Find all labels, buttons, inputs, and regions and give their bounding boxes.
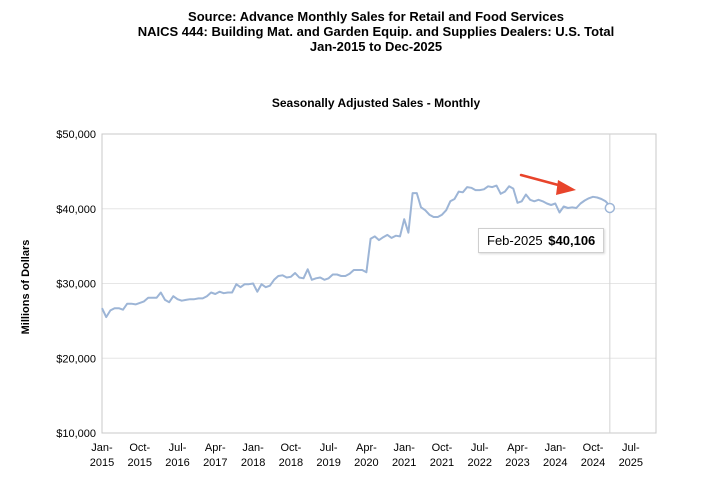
series-line	[101, 184, 615, 319]
plot-frame	[101, 133, 657, 434]
annotation-arrow-head	[556, 180, 576, 195]
x-tick-label: Jul-2025	[619, 442, 643, 469]
x-tick-label: Jan-2021	[392, 442, 416, 469]
x-tick-label: Jan-2015	[90, 442, 114, 469]
highlight-marker	[604, 202, 616, 214]
x-tick-label: Apr-2023	[505, 442, 529, 469]
x-tick-label: Oct-2015	[128, 442, 152, 469]
date-range-title: Jan-2015 to Dec-2025	[309, 39, 443, 54]
y-tick-label: $20,000	[56, 353, 96, 365]
tooltip-value: $40,106	[548, 233, 596, 248]
x-tick-label: Apr-2020	[354, 442, 378, 469]
data-tooltip: Feb-2025 $40,106	[478, 228, 605, 253]
x-tick-label: Jul-2019	[316, 442, 340, 469]
x-tick-label: Oct-2024	[581, 442, 605, 469]
x-tick-label: Jan-2018	[241, 442, 265, 469]
chart-title: Seasonally Adjusted Sales - Monthly	[271, 96, 481, 110]
x-tick-label: Apr-2017	[203, 442, 227, 469]
y-tick-label: $10,000	[56, 428, 96, 440]
x-tick-label: Oct-2021	[430, 442, 454, 469]
x-tick-label: Jul-2016	[165, 442, 189, 469]
y-tick-label: $30,000	[56, 279, 96, 291]
source-title: Source: Advance Monthly Sales for Retail…	[188, 9, 564, 24]
y-tick-label: $40,000	[56, 204, 96, 216]
chart-header: Source: Advance Monthly Sales for Retail…	[0, 9, 709, 54]
x-tick-label: Oct-2018	[279, 442, 303, 469]
y-tick-label: $50,000	[56, 129, 96, 141]
naics-title: NAICS 444: Building Mat. and Garden Equi…	[137, 24, 615, 39]
tooltip-date: Feb-2025	[487, 233, 543, 248]
annotation-arrow-shaft	[519, 173, 564, 188]
x-tick-label: Jul-2022	[467, 442, 491, 469]
x-tick-label: Jan-2024	[543, 442, 567, 469]
